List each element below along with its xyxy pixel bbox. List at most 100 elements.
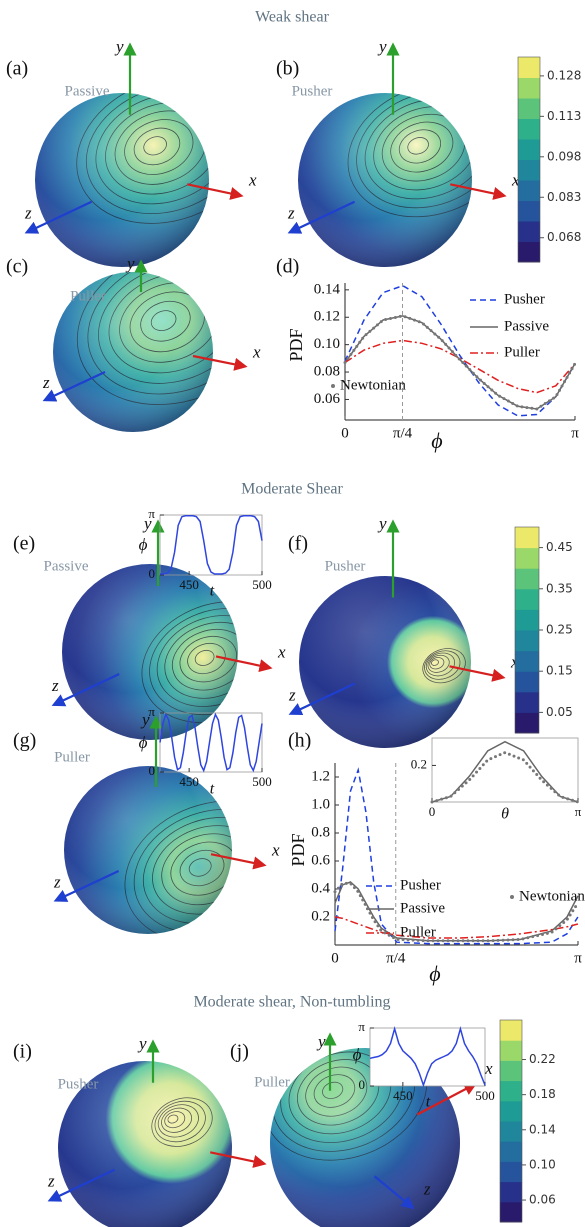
particle-label: Puller xyxy=(254,1074,290,1090)
legend-label: Puller xyxy=(400,924,436,940)
axis-label: z xyxy=(51,676,59,695)
x-tick-label: 450 xyxy=(179,774,199,789)
x-axis-label: t xyxy=(210,781,215,798)
colorbar-band xyxy=(515,527,539,549)
y-tick-label: 0 xyxy=(149,763,156,778)
axis-label: z xyxy=(53,873,61,892)
colorbar-band xyxy=(515,691,539,713)
x-tick-label: 450 xyxy=(179,577,199,592)
axis-arrow xyxy=(416,1082,478,1116)
y-axis-label: ϕ xyxy=(353,1045,362,1064)
colorbar-tick-label: 0.083 xyxy=(547,190,581,204)
legend-label: Pusher xyxy=(504,291,545,307)
colorbar-tick-label: 0.06 xyxy=(529,1193,556,1207)
colorbar-tick-label: 0.35 xyxy=(546,581,573,595)
sphere-shade xyxy=(64,766,232,934)
colorbar-tick-label: 0.18 xyxy=(529,1087,556,1101)
axis-label: x xyxy=(510,653,519,672)
axis-arrow xyxy=(215,655,273,673)
y-tick-label: 0.2 xyxy=(411,756,427,771)
y-tick-label: 0.14 xyxy=(314,281,341,297)
axis-label: x xyxy=(252,343,261,362)
axis-label: y xyxy=(140,710,150,729)
colorbar-tick-label: 0.14 xyxy=(529,1122,556,1136)
colorbar-tick-label: 0.22 xyxy=(529,1052,556,1066)
colorbar-band xyxy=(500,1020,522,1041)
panel-label: (f) xyxy=(288,533,308,555)
x-tick-label: π xyxy=(574,950,582,966)
colorbar-band xyxy=(500,1161,522,1183)
line-series xyxy=(431,740,579,803)
legend-label: Passive xyxy=(504,318,549,334)
axis-label: y xyxy=(377,37,387,56)
y-tick-label: 0 xyxy=(149,566,156,581)
axis-arrow xyxy=(42,371,106,402)
section-title: Moderate Shear xyxy=(241,481,343,498)
axis-arrow xyxy=(192,354,248,371)
axis-arrow xyxy=(47,1168,116,1202)
x-axis-label: ϕ xyxy=(429,961,440,986)
line-series xyxy=(343,314,577,411)
colorbar-band xyxy=(515,712,539,734)
axis-label: z xyxy=(287,204,295,223)
x-axis-label: ϕ xyxy=(431,428,442,453)
colorbar-tick-label: 0.10 xyxy=(529,1157,556,1171)
axis-label: y xyxy=(316,1032,326,1051)
plot-frame xyxy=(369,1027,486,1087)
colorbar-tick-label: 0.15 xyxy=(546,664,573,678)
colorbar-band xyxy=(500,1201,522,1223)
colorbar-band xyxy=(518,57,540,78)
legend-label: Newtonian xyxy=(519,888,585,904)
colorbar-tick-label: 0.05 xyxy=(546,705,573,719)
colorbar-band xyxy=(518,200,540,222)
legend-label: Passive xyxy=(400,900,445,916)
y-tick-label: 0.2 xyxy=(311,908,330,924)
y-tick-label: 0.08 xyxy=(314,363,340,379)
panel-label: (h) xyxy=(288,730,311,752)
x-tick-label: 0 xyxy=(341,425,349,441)
y-tick-label: π xyxy=(358,1019,365,1034)
colorbar-band xyxy=(500,1060,522,1082)
axis-label: z xyxy=(42,373,50,392)
y-tick-label: 0.6 xyxy=(311,852,330,868)
y-axis-label: ϕ xyxy=(139,535,148,554)
colorbar-band xyxy=(518,139,540,160)
colorbar-band xyxy=(500,1040,522,1061)
colorbar-band xyxy=(500,1141,522,1162)
y-tick-label: 0.06 xyxy=(314,391,341,407)
colorbar-tick-label: 0.45 xyxy=(546,540,573,554)
colorbar-band xyxy=(518,221,540,242)
x-tick-label: 0 xyxy=(331,950,339,966)
sphere-shade xyxy=(35,93,209,267)
colorbar-band xyxy=(500,1181,522,1203)
particle-label: Passive xyxy=(65,83,110,99)
axis-label: y xyxy=(142,514,152,533)
colorbar-tick-label: 0.128 xyxy=(547,68,581,82)
x-tick-label: 0 xyxy=(429,804,436,819)
particle-label: Puller xyxy=(54,749,90,765)
colorbar-band xyxy=(515,609,539,631)
colorbar-frame xyxy=(499,1019,523,1223)
x-tick-label: π xyxy=(575,804,582,819)
panel-label: (g) xyxy=(13,730,36,752)
x-tick-label: π xyxy=(571,425,579,441)
line-series xyxy=(334,916,579,939)
colorbar-band xyxy=(515,568,539,590)
line-series xyxy=(333,881,580,943)
section-title: Weak shear xyxy=(255,9,329,26)
y-tick-label: 1.0 xyxy=(311,796,330,812)
axis-arrow xyxy=(24,200,93,234)
colorbar-band xyxy=(500,1121,522,1142)
x-axis-label: t xyxy=(210,583,215,600)
axis-label: z xyxy=(47,1172,55,1191)
x-axis-label: t xyxy=(426,1094,431,1111)
axis-label: x xyxy=(277,643,286,662)
sphere-shade xyxy=(62,564,238,740)
line-series xyxy=(344,284,576,417)
axis-arrow xyxy=(373,1175,415,1210)
colorbar-band xyxy=(518,98,540,119)
plot-frame xyxy=(159,514,263,576)
axis-label: x xyxy=(248,171,257,190)
axis-label: z xyxy=(288,685,296,704)
axis-arrow xyxy=(187,183,244,200)
